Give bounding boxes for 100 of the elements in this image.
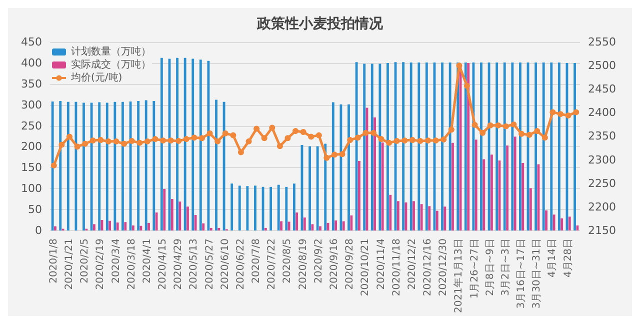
x-tick-label: 2020/5/13 <box>188 238 200 290</box>
bar <box>436 210 438 230</box>
bar <box>270 186 272 230</box>
x-tick-label: 2020/3/18 <box>126 238 138 290</box>
y2-tick-label: 2500 <box>588 59 616 72</box>
x-tick-label: 2020/1/8 <box>48 238 60 284</box>
bar <box>576 225 579 230</box>
x-tick-label: 2020/12/2 <box>406 238 418 290</box>
x-tick-label: 2020/4/1 <box>142 238 153 284</box>
x-tick-label: 2020/6/10 <box>220 238 231 290</box>
bar <box>490 154 493 230</box>
bar <box>420 204 423 230</box>
x-tick-label: 2020/4/29 <box>173 238 184 290</box>
x-tick-label: 2020/3/4 <box>110 238 122 284</box>
bar <box>210 228 212 230</box>
x-tick-label: 1月26~27日 <box>469 238 480 299</box>
bar <box>285 186 288 230</box>
x-tick-label: 2020/8/19 <box>298 238 309 290</box>
bar <box>568 216 571 230</box>
bar <box>303 217 306 230</box>
x-tick-label: 2020/12/30 <box>438 238 450 296</box>
bar <box>342 221 345 230</box>
x-tick-label: 2021年1月13日 <box>452 238 465 314</box>
y2-tick-label: 2150 <box>588 224 616 237</box>
bar <box>238 186 241 230</box>
bar <box>428 206 431 230</box>
y-tick-label: 200 <box>21 140 42 154</box>
bar <box>186 206 189 230</box>
y2-tick-label: 2300 <box>588 153 616 166</box>
x-tick-label: 4月28日 <box>562 238 574 278</box>
bar <box>319 226 322 230</box>
x-tick-label: 2020/9/28 <box>344 238 356 290</box>
bar <box>389 194 392 230</box>
x-tick-label: 2020/8/5 <box>282 238 294 284</box>
x-tick-label: 2020/11/4 <box>376 238 387 290</box>
bar <box>108 220 111 230</box>
bar <box>170 199 174 230</box>
bar <box>296 212 298 230</box>
bar <box>292 184 296 230</box>
y-tick-label: 250 <box>21 119 42 132</box>
bar <box>254 186 256 230</box>
bar <box>358 160 360 230</box>
x-tick-label: 2020/11/18 <box>391 238 402 296</box>
bar <box>350 215 353 230</box>
y-tick-label: 300 <box>21 98 42 112</box>
y2-tick-label: 2550 <box>588 36 616 48</box>
y2-tick-label: 2450 <box>588 82 616 96</box>
bar <box>506 145 508 230</box>
bar <box>560 218 564 230</box>
y-tick-label: 150 <box>21 161 42 174</box>
bar <box>218 228 220 230</box>
bar <box>132 225 134 230</box>
x-tick-label: 4月14日 <box>547 238 558 278</box>
x-tick-label: 2020/10/21 <box>360 238 372 296</box>
bar <box>334 220 338 230</box>
bar <box>308 146 311 230</box>
bar <box>452 142 454 230</box>
x-tick-label: 2020/9/16 <box>328 238 340 290</box>
y-tick-label: 0 <box>35 224 42 237</box>
y2-tick-label: 2200 <box>588 200 616 214</box>
bar <box>124 222 127 230</box>
x-tick-label: 2020/2/5 <box>80 238 91 284</box>
legend-label: 均价(元/吨) <box>70 72 122 84</box>
bar <box>230 184 234 230</box>
x-tick-label: 2020/1/21 <box>64 238 75 290</box>
x-tick-label: 2020/9/2 <box>313 238 324 284</box>
x-tick-label: 2020/6/22 <box>235 238 246 290</box>
x-tick-label: 3月30日~31日 <box>532 238 543 309</box>
y2-tick-label: 2350 <box>588 130 616 143</box>
y-tick-label: 100 <box>21 182 42 196</box>
x-tick-label: 3月16日~17日 <box>516 238 528 309</box>
bar <box>288 222 290 230</box>
bar <box>529 188 532 230</box>
bar <box>54 226 56 230</box>
bar <box>444 206 446 230</box>
x-tick-label: 2020/5/27 <box>204 238 216 290</box>
x-tick-label: 2020/4/15 <box>158 238 169 290</box>
x-tick-label: 3月2日~3日 <box>500 238 512 296</box>
y-tick-label: 350 <box>21 77 42 90</box>
y-tick-label: 450 <box>21 36 42 48</box>
bar <box>552 214 556 230</box>
x-tick-label: 2020/12/16 <box>422 238 434 296</box>
bar <box>514 136 516 230</box>
bar <box>178 202 182 230</box>
bar <box>311 224 314 230</box>
bar <box>163 189 166 230</box>
bar <box>412 201 415 230</box>
bar <box>474 140 478 230</box>
y2-tick-label: 2400 <box>588 106 616 120</box>
bar <box>148 222 150 230</box>
bar <box>155 212 158 230</box>
legend-label: 实际成交（万吨） <box>71 58 151 70</box>
x-tick-label: 2020/7/8 <box>251 238 262 284</box>
y2-tick-label: 2250 <box>588 176 616 190</box>
bar <box>116 222 119 230</box>
y-tick-label: 50 <box>28 203 42 216</box>
bar <box>545 210 548 230</box>
chart-title: 政策性小麦投拍情况 <box>256 16 384 32</box>
bar <box>522 163 524 230</box>
bar <box>202 223 205 230</box>
